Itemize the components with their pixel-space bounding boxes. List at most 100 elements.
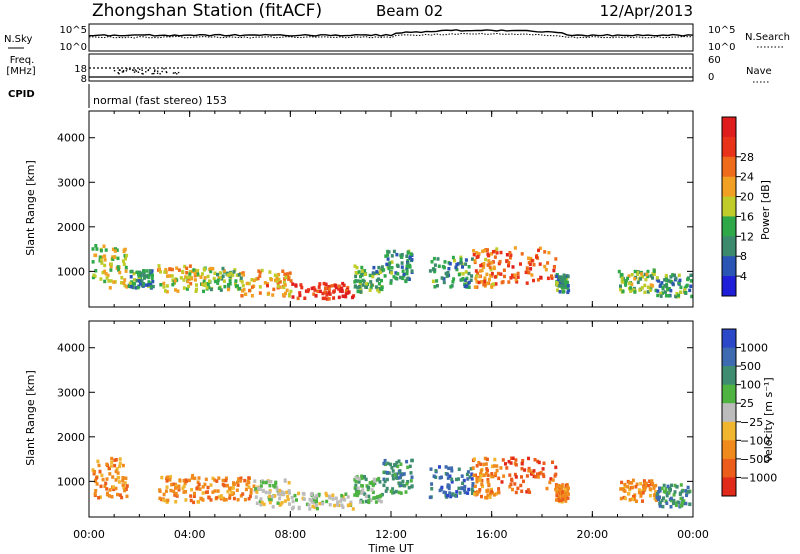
scatter-cell — [446, 472, 450, 477]
scatter-cell — [442, 277, 446, 281]
scatter-cell — [459, 255, 463, 260]
scatter-cell — [245, 483, 249, 487]
colorbar-swatch — [722, 440, 736, 460]
scatter-cell — [173, 279, 177, 283]
scatter-cell — [463, 490, 467, 495]
scatter-cell — [118, 493, 122, 497]
scatter-cell — [477, 460, 481, 465]
scatter-cell — [377, 289, 381, 294]
scatter-cell — [402, 483, 406, 488]
scatter-cell — [482, 473, 486, 478]
scatter-cell — [640, 491, 644, 496]
scatter-cell — [661, 285, 665, 290]
scatter-cell — [361, 500, 365, 504]
scatter-cell — [399, 483, 402, 487]
scatter-cell — [299, 283, 303, 287]
scatter-cell — [488, 277, 491, 282]
scatter-cell — [527, 256, 530, 260]
scatter-cell — [390, 254, 394, 258]
scatter-cell — [440, 475, 443, 479]
scatter-cell — [346, 495, 350, 499]
nave-dot — [159, 73, 161, 75]
scatter-cell — [478, 488, 482, 492]
scatter-cell — [469, 467, 473, 471]
scatter-cell — [536, 278, 540, 282]
scatter-cell — [395, 252, 399, 257]
scatter-cell — [351, 295, 354, 300]
colorbar-swatch — [722, 156, 736, 178]
scatter-cell — [485, 471, 488, 476]
scatter-cell — [151, 279, 155, 284]
scatter-cell — [684, 291, 688, 295]
scatter-cell — [429, 467, 433, 471]
scatter-cell — [626, 485, 630, 489]
scatter-cell — [460, 474, 464, 478]
scatter-cell — [455, 267, 459, 272]
scatter-cell — [449, 494, 453, 499]
scatter-cell — [260, 500, 264, 505]
scatter-cell — [215, 479, 219, 483]
scatter-cell — [321, 501, 324, 506]
scatter-cell — [115, 248, 119, 252]
scatter-cell — [385, 470, 389, 475]
scatter-cell — [564, 499, 568, 503]
scatter-cell — [278, 496, 282, 501]
scatter-cell — [213, 271, 217, 275]
scatter-cell — [520, 466, 524, 471]
scatter-cell — [227, 283, 230, 287]
scatter-cell — [94, 269, 98, 273]
scatter-cell — [430, 482, 434, 486]
scatter-cell — [308, 507, 312, 511]
scatter-cell — [123, 481, 127, 485]
scatter-cell — [498, 259, 502, 264]
colorbar-tick-label: 24 — [740, 171, 754, 184]
scatter-cell — [377, 265, 381, 270]
scatter-cell — [178, 478, 182, 482]
scatter-cell — [100, 473, 104, 478]
scatter-cell — [475, 492, 479, 496]
scatter-cell — [664, 276, 668, 280]
colorbar-swatch — [722, 117, 736, 138]
scatter-cell — [121, 259, 125, 263]
scatter-cell — [386, 257, 390, 261]
scatter-cell — [486, 480, 490, 484]
scatter-cell — [632, 494, 635, 499]
scatter-cell — [277, 272, 281, 277]
scatter-cell — [549, 477, 553, 481]
scatter-cell — [133, 282, 137, 286]
scatter-cell — [203, 276, 207, 280]
nave-dot — [129, 68, 131, 71]
nave-dot — [154, 69, 156, 71]
scatter-cell — [690, 294, 694, 299]
scatter-cell — [463, 282, 467, 287]
scatter-cell — [450, 466, 454, 470]
scatter-cell — [473, 492, 476, 496]
scatter-cell — [148, 269, 152, 273]
scatter-cell — [116, 492, 119, 497]
scatter-cell — [526, 488, 530, 492]
scatter-cell — [97, 463, 101, 468]
scatter-cell — [140, 279, 144, 283]
scatter-cell — [206, 485, 210, 490]
scatter-cell — [213, 489, 217, 493]
scatter-cell — [269, 479, 273, 484]
scatter-cell — [278, 493, 282, 497]
scatter-cell — [369, 280, 373, 284]
scatter-cell — [228, 279, 232, 283]
scatter-cell — [241, 271, 245, 275]
scatter-cell — [382, 477, 386, 482]
scatter-cell — [437, 264, 441, 268]
nave-dot — [156, 72, 159, 75]
scatter-cell — [99, 277, 103, 281]
scatter-cell — [406, 465, 410, 470]
colorbar-tick-label: −25 — [740, 416, 763, 429]
scatter-cell — [205, 286, 209, 290]
scatter-cell — [541, 467, 545, 471]
scatter-cell — [356, 486, 360, 490]
scatter-cell — [280, 501, 284, 505]
scatter-cell — [639, 272, 643, 276]
scatter-cell — [382, 268, 386, 272]
scatter-cell — [499, 250, 503, 255]
scatter-cell — [176, 289, 180, 293]
scatter-cell — [305, 502, 309, 507]
